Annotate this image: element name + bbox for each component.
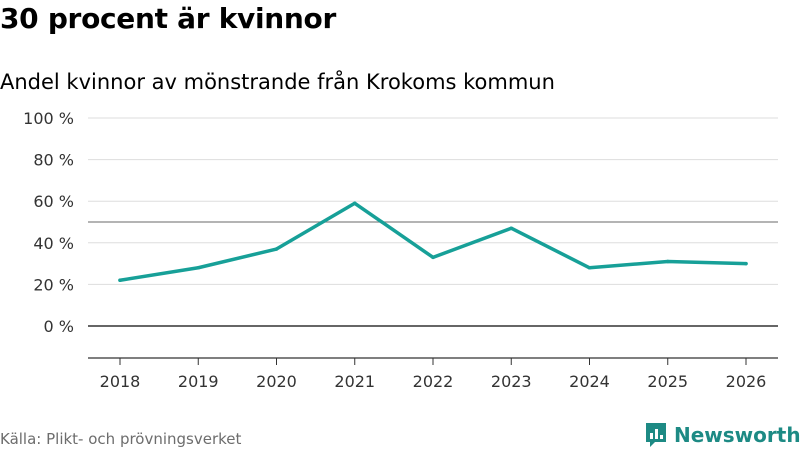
data-point <box>587 266 592 270</box>
data-point <box>666 259 670 264</box>
x-tick-label: 2026 <box>726 372 767 391</box>
data-point <box>431 255 435 260</box>
y-tick-label: 80 % <box>33 151 74 170</box>
x-tick-label: 2025 <box>647 372 688 391</box>
x-tick-label: 2020 <box>256 372 297 391</box>
data-point <box>509 226 513 230</box>
y-tick-label: 40 % <box>33 234 74 253</box>
chart-subtitle: Andel kvinnor av mönstrande från Krokoms… <box>0 70 555 94</box>
x-tick-label: 2019 <box>178 372 219 391</box>
brand: Newsworthy <box>644 420 800 450</box>
y-tick-label: 0 % <box>44 317 74 336</box>
y-tick-label: 20 % <box>33 275 74 294</box>
newsworthy-logo-icon <box>646 423 666 447</box>
data-point <box>353 201 357 206</box>
y-tick-label: 60 % <box>33 192 74 211</box>
brand-name: Newsworthy <box>674 423 800 447</box>
data-point <box>744 261 748 266</box>
y-tick-label: 100 % <box>23 109 74 128</box>
data-point <box>196 266 200 270</box>
data-point <box>274 247 279 251</box>
x-tick-label: 2022 <box>413 372 454 391</box>
source-note: Källa: Plikt- och prövningsverket <box>0 430 242 448</box>
data-point <box>118 278 122 282</box>
x-tick-label: 2023 <box>491 372 532 391</box>
x-tick-label: 2021 <box>334 372 375 391</box>
x-tick-label: 2024 <box>569 372 610 391</box>
chart-title: 30 procent är kvinnor <box>0 2 336 35</box>
series-line <box>118 201 748 282</box>
x-tick-label: 2018 <box>100 372 141 391</box>
